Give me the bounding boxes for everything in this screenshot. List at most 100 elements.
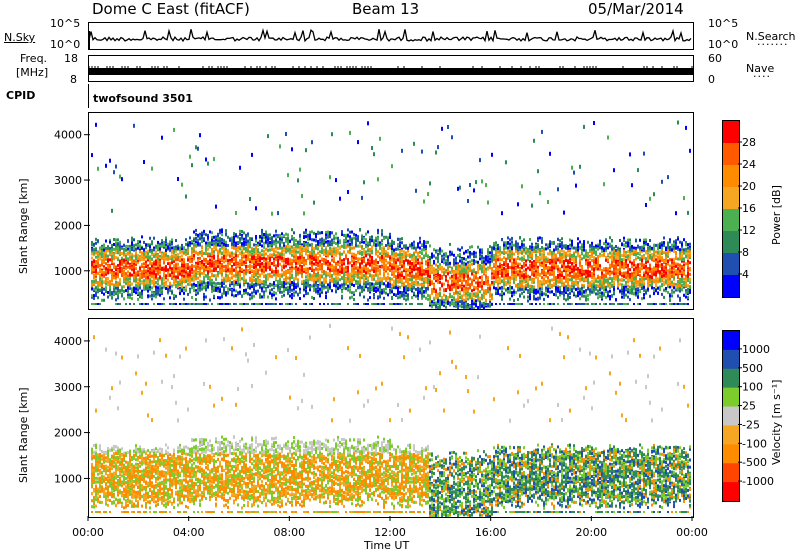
heat-cell bbox=[313, 286, 315, 290]
heat-cell bbox=[331, 274, 333, 278]
heat-cell bbox=[263, 236, 265, 240]
heat-cell bbox=[243, 291, 245, 295]
heat-cell bbox=[311, 261, 313, 265]
heat-cell bbox=[317, 291, 319, 295]
heat-cell bbox=[219, 282, 221, 286]
heat-cell bbox=[301, 280, 303, 284]
heat-cell bbox=[233, 237, 235, 240]
heat-cell bbox=[301, 261, 303, 264]
heat-cell bbox=[177, 285, 179, 289]
heat-cell bbox=[397, 296, 399, 300]
heat-cell bbox=[203, 238, 205, 242]
heat-cell bbox=[215, 284, 217, 287]
heat-cell bbox=[323, 270, 325, 274]
heat-cell bbox=[287, 286, 289, 289]
heat-cell bbox=[221, 230, 223, 234]
heat-cell bbox=[277, 271, 279, 275]
heat-cell bbox=[335, 303, 337, 305]
heat-cell bbox=[197, 276, 199, 280]
heat-cell bbox=[367, 267, 369, 271]
heat-cell bbox=[365, 254, 367, 258]
heat-cell bbox=[379, 278, 381, 282]
heat-cell bbox=[351, 282, 353, 286]
heat-cell bbox=[119, 278, 121, 282]
heat-cell bbox=[325, 280, 327, 284]
heat-cell bbox=[197, 267, 199, 271]
heat-cell bbox=[203, 262, 205, 266]
heat-cell bbox=[277, 284, 279, 288]
heat-cell bbox=[273, 257, 275, 261]
heat-cell bbox=[307, 292, 309, 295]
heat-cell bbox=[269, 274, 271, 278]
heat-cell bbox=[133, 254, 135, 258]
heat-cell bbox=[369, 248, 371, 252]
heat-cell bbox=[123, 273, 125, 277]
heat-cell bbox=[235, 266, 237, 270]
heat-cell bbox=[257, 269, 259, 273]
heat-cell bbox=[111, 279, 113, 282]
heat-cell bbox=[259, 262, 261, 266]
heat-cell bbox=[91, 260, 93, 264]
heat-cell bbox=[217, 265, 219, 269]
heat-cell bbox=[141, 303, 143, 305]
heat-cell bbox=[389, 236, 391, 239]
heat-cell bbox=[247, 283, 249, 287]
heat-cell bbox=[125, 266, 127, 270]
heat-cell bbox=[391, 239, 393, 243]
heat-cell bbox=[325, 250, 327, 254]
heat-cell bbox=[351, 267, 353, 271]
heat-cell bbox=[129, 303, 131, 305]
heat-cell bbox=[203, 258, 205, 262]
heat-cell bbox=[261, 253, 263, 257]
heat-cell bbox=[331, 289, 333, 293]
heat-cell bbox=[395, 303, 397, 305]
heat-cell bbox=[137, 246, 139, 250]
heat-cell bbox=[295, 250, 297, 254]
heat-cell bbox=[193, 230, 195, 234]
heat-cell bbox=[175, 269, 177, 273]
heat-cell bbox=[153, 262, 155, 266]
heat-cell bbox=[355, 289, 357, 292]
heat-cell bbox=[115, 241, 117, 245]
heat-cell bbox=[161, 280, 163, 284]
heat-cell bbox=[425, 262, 427, 265]
heat-cell bbox=[343, 242, 345, 246]
heat-cell bbox=[113, 287, 115, 291]
heat-cell bbox=[127, 293, 129, 297]
heat-cell bbox=[155, 246, 157, 250]
heat-cell bbox=[289, 262, 291, 266]
heat-cell bbox=[199, 303, 201, 305]
heat-cell bbox=[217, 251, 219, 254]
heat-cell bbox=[131, 248, 133, 251]
heat-cell bbox=[319, 278, 321, 282]
heat-cell bbox=[263, 264, 265, 268]
heat-cell bbox=[349, 250, 351, 254]
heat-cell bbox=[231, 242, 233, 246]
heat-cell bbox=[203, 276, 205, 280]
heat-cell bbox=[389, 288, 391, 292]
heat-cell bbox=[257, 289, 259, 293]
heat-cell bbox=[281, 295, 283, 298]
heat-cell bbox=[193, 282, 195, 286]
heat-cell bbox=[183, 264, 185, 268]
heat-cell bbox=[95, 290, 97, 294]
power-panel bbox=[88, 112, 694, 310]
heat-cell bbox=[349, 237, 351, 241]
heat-cell bbox=[159, 250, 161, 254]
heat-cell bbox=[373, 152, 375, 157]
heat-cell bbox=[123, 251, 125, 255]
heat-cell bbox=[185, 303, 187, 305]
heat-cell bbox=[219, 296, 221, 300]
heat-cell bbox=[135, 247, 137, 251]
heat-cell bbox=[193, 242, 195, 246]
heat-cell bbox=[341, 283, 343, 287]
heat-cell bbox=[369, 288, 371, 292]
heat-cell bbox=[171, 257, 173, 261]
heat-cell bbox=[381, 247, 383, 251]
heat-cell bbox=[357, 275, 359, 279]
heat-cell bbox=[143, 282, 145, 286]
heat-cell bbox=[319, 259, 321, 263]
heat-cell bbox=[125, 244, 127, 248]
heat-cell bbox=[339, 284, 341, 288]
heat-cell bbox=[301, 255, 303, 259]
